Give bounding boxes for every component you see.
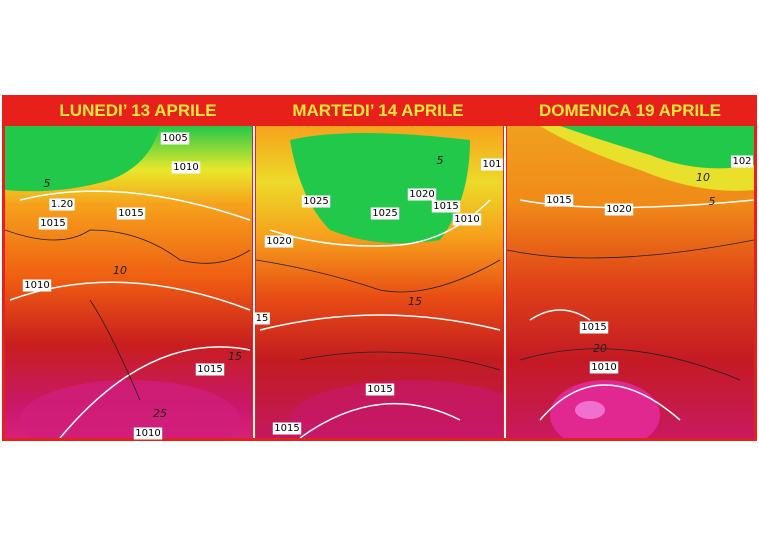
panel-title: DOMENICA 19 APRILE <box>539 101 721 120</box>
isobar-label: 1025 <box>303 196 328 207</box>
isobar-label-box <box>160 132 190 145</box>
isobar-label: 1015 <box>433 201 458 212</box>
isobar-label: 1010 <box>24 280 49 291</box>
temperature-label: 5 <box>437 154 444 167</box>
isobar-label-box <box>544 194 574 207</box>
temperature-label: 15 <box>228 350 242 363</box>
map-panel <box>507 126 754 438</box>
isobar-label-box <box>264 235 294 248</box>
isobar-label: 1025 <box>372 208 397 219</box>
isobar-label: 1005 <box>162 133 187 144</box>
isobar-label-box <box>301 195 331 208</box>
isobar-label: 15 <box>256 313 269 324</box>
temperature-label: 5 <box>709 195 716 208</box>
isobar-label-box <box>171 161 201 174</box>
map-panel <box>256 126 503 438</box>
isobar-label-box <box>579 321 609 334</box>
map-panel <box>5 126 252 438</box>
isobar-label: 1015 <box>40 218 65 229</box>
isobar-label: 1020 <box>409 189 434 200</box>
temperature-label: 20 <box>593 342 607 355</box>
isobar-label-box <box>431 200 461 213</box>
isobar-label: 1.20 <box>51 199 73 210</box>
isobar-label-box <box>49 198 75 211</box>
isobar-label-box <box>480 158 504 171</box>
temperature-label: 10 <box>113 264 127 277</box>
temperature-label: 25 <box>153 407 167 420</box>
isobar-label-box <box>22 279 52 292</box>
isobar-label: 1015 <box>274 423 299 434</box>
isobar-label: 1020 <box>606 204 631 215</box>
isobar-label: 1020 <box>266 236 291 247</box>
isobar-label: 1010 <box>454 214 479 225</box>
isobar-label: 1015 <box>581 322 606 333</box>
isobar-label-box <box>133 427 163 440</box>
isobar-label: 1015 <box>546 195 571 206</box>
isobar-label-box <box>604 203 634 216</box>
isobar-label-box <box>452 213 482 226</box>
isobar-label-box <box>370 207 400 220</box>
temperature-label: 15 <box>408 295 422 308</box>
isobar-label: 102 <box>732 156 751 167</box>
isobar-label: 1015 <box>367 384 392 395</box>
isobar-label: 1010 <box>591 362 616 373</box>
isobar-label-box <box>254 312 270 325</box>
temperature-label: 10 <box>696 171 710 184</box>
isobar-label-box <box>407 188 437 201</box>
isobar-label: 1010 <box>135 428 160 439</box>
isobar-label-box <box>38 217 68 230</box>
isobar-label: 101 <box>482 159 501 170</box>
isobar-label-box <box>116 207 146 220</box>
panel-title: MARTEDI’ 14 APRILE <box>292 101 463 120</box>
isobar-label-box <box>730 155 754 168</box>
isobar-label-box <box>365 383 395 396</box>
isobar-label-box <box>272 422 302 435</box>
isobar-label: 1010 <box>173 162 198 173</box>
panel-title: LUNEDI’ 13 APRILE <box>59 101 216 120</box>
temperature-label: 5 <box>44 177 51 190</box>
isobar-label: 1015 <box>118 208 143 219</box>
isobar-label-box <box>589 361 619 374</box>
isobar-label: 1015 <box>197 364 222 375</box>
isobar-label-box <box>195 363 225 376</box>
